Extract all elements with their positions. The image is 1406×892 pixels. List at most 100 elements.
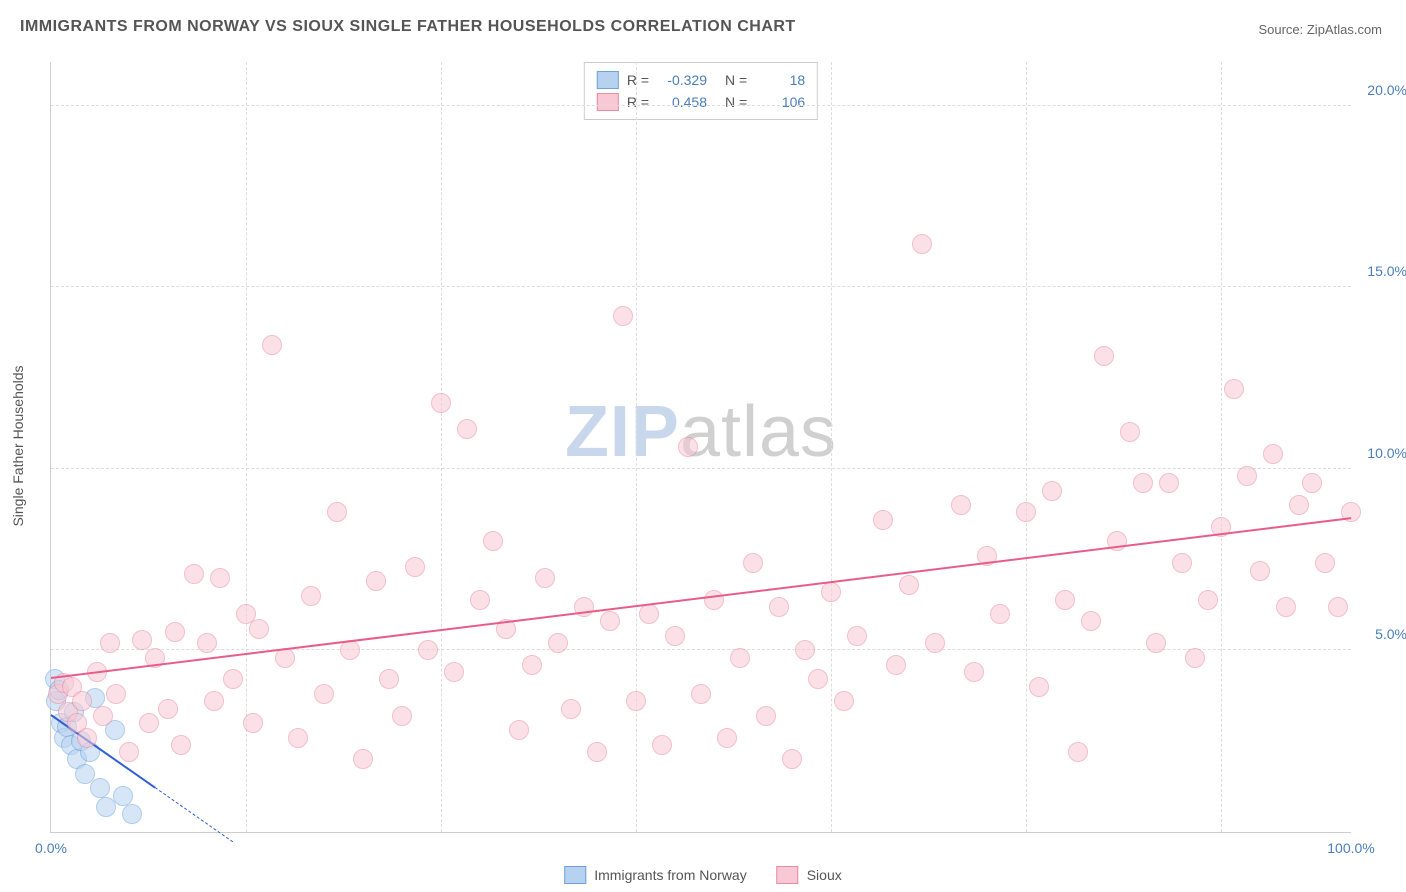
scatter-point: [1120, 422, 1140, 442]
scatter-point: [1029, 677, 1049, 697]
series-legend: Immigrants from Norway Sioux: [564, 866, 842, 884]
legend-swatch: [564, 866, 586, 884]
legend-item: Immigrants from Norway: [564, 866, 746, 884]
scatter-point: [743, 553, 763, 573]
scatter-point: [1159, 473, 1179, 493]
scatter-point: [119, 742, 139, 762]
y-tick-label: 5.0%: [1375, 626, 1406, 642]
scatter-point: [122, 804, 142, 824]
scatter-point: [873, 510, 893, 530]
scatter-point: [756, 706, 776, 726]
gridline-vertical: [636, 62, 637, 832]
scatter-point: [327, 502, 347, 522]
scatter-point: [72, 691, 92, 711]
scatter-point: [100, 633, 120, 653]
scatter-point: [1250, 561, 1270, 581]
scatter-point: [795, 640, 815, 660]
legend-item: Sioux: [777, 866, 842, 884]
scatter-point: [522, 655, 542, 675]
scatter-point: [171, 735, 191, 755]
scatter-point: [782, 749, 802, 769]
scatter-point: [1224, 379, 1244, 399]
legend-label: Sioux: [807, 867, 842, 883]
stats-row: R =0.458N =106: [597, 91, 805, 113]
scatter-point: [470, 590, 490, 610]
n-value: 18: [755, 72, 805, 88]
scatter-point: [139, 713, 159, 733]
scatter-point: [301, 586, 321, 606]
scatter-point: [1042, 481, 1062, 501]
scatter-point: [249, 619, 269, 639]
scatter-point: [1081, 611, 1101, 631]
scatter-point: [340, 640, 360, 660]
scatter-point: [75, 764, 95, 784]
scatter-point: [925, 633, 945, 653]
scatter-point: [821, 582, 841, 602]
scatter-point: [639, 604, 659, 624]
scatter-plot: ZIPatlas R =-0.329N =18R =0.458N =106 5.…: [50, 62, 1351, 833]
scatter-point: [1016, 502, 1036, 522]
r-value: -0.329: [657, 72, 707, 88]
scatter-point: [243, 713, 263, 733]
scatter-point: [288, 728, 308, 748]
scatter-point: [204, 691, 224, 711]
watermark: ZIPatlas: [565, 391, 837, 473]
scatter-point: [665, 626, 685, 646]
scatter-point: [912, 234, 932, 254]
scatter-point: [691, 684, 711, 704]
gridline-vertical: [441, 62, 442, 832]
scatter-point: [1055, 590, 1075, 610]
scatter-point: [158, 699, 178, 719]
scatter-point: [1315, 553, 1335, 573]
scatter-point: [106, 684, 126, 704]
scatter-point: [535, 568, 555, 588]
gridline-vertical: [1221, 62, 1222, 832]
scatter-point: [1263, 444, 1283, 464]
scatter-point: [587, 742, 607, 762]
scatter-point: [1276, 597, 1296, 617]
scatter-point: [1133, 473, 1153, 493]
scatter-point: [314, 684, 334, 704]
source-label: Source: ZipAtlas.com: [1258, 22, 1382, 37]
scatter-point: [886, 655, 906, 675]
legend-label: Immigrants from Norway: [594, 867, 746, 883]
scatter-point: [834, 691, 854, 711]
n-value: 106: [755, 94, 805, 110]
scatter-point: [509, 720, 529, 740]
scatter-point: [113, 786, 133, 806]
legend-swatch: [597, 93, 619, 111]
x-tick-label: 0.0%: [35, 840, 67, 856]
scatter-point: [808, 669, 828, 689]
y-tick-label: 15.0%: [1367, 263, 1406, 279]
scatter-point: [847, 626, 867, 646]
scatter-point: [483, 531, 503, 551]
scatter-point: [90, 778, 110, 798]
stats-row: R =-0.329N =18: [597, 69, 805, 91]
scatter-point: [210, 568, 230, 588]
scatter-point: [548, 633, 568, 653]
scatter-point: [457, 419, 477, 439]
trend-line-extension: [155, 788, 234, 843]
scatter-point: [418, 640, 438, 660]
scatter-point: [1185, 648, 1205, 668]
y-tick-label: 10.0%: [1367, 445, 1406, 461]
y-tick-label: 20.0%: [1367, 82, 1406, 98]
gridline-vertical: [1026, 62, 1027, 832]
scatter-point: [1198, 590, 1218, 610]
scatter-point: [77, 728, 97, 748]
scatter-point: [353, 749, 373, 769]
scatter-point: [678, 437, 698, 457]
scatter-point: [197, 633, 217, 653]
scatter-point: [444, 662, 464, 682]
scatter-point: [392, 706, 412, 726]
r-label: R =: [627, 72, 649, 88]
y-axis-label: Single Father Households: [10, 365, 26, 526]
scatter-point: [951, 495, 971, 515]
scatter-point: [1172, 553, 1192, 573]
scatter-point: [561, 699, 581, 719]
scatter-point: [717, 728, 737, 748]
scatter-point: [366, 571, 386, 591]
scatter-point: [431, 393, 451, 413]
scatter-point: [405, 557, 425, 577]
scatter-point: [1302, 473, 1322, 493]
